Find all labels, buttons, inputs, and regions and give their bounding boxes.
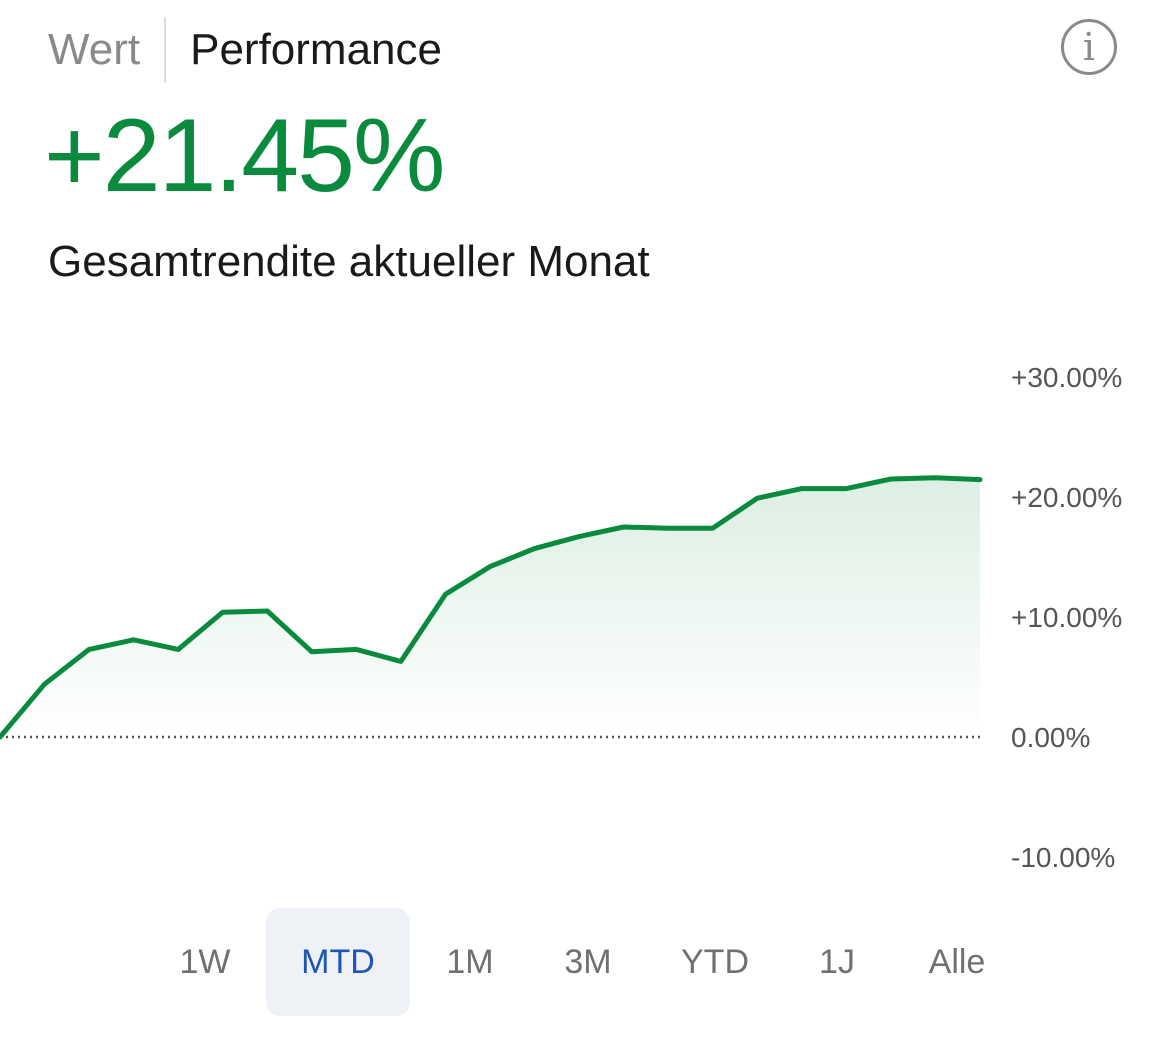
range-option-ytd[interactable]: YTD (681, 942, 749, 981)
data-point (131, 637, 137, 643)
info-icon-glyph: i (1082, 25, 1096, 69)
range-option-1w[interactable]: 1W (179, 942, 231, 981)
range-option-mtd[interactable]: MTD (266, 908, 410, 1016)
total-return-label: Gesamtrendite aktueller Monat (48, 237, 650, 286)
tab-wert[interactable]: Wert (48, 25, 141, 74)
data-point (888, 476, 894, 482)
data-point (264, 608, 270, 614)
range-option-1j[interactable]: 1J (819, 942, 855, 981)
data-point (977, 477, 983, 483)
data-point (754, 495, 760, 501)
data-point (665, 525, 671, 531)
data-point (621, 524, 627, 530)
y-tick-label: +30.00% (1011, 362, 1122, 393)
y-tick-label: +10.00% (1011, 602, 1122, 633)
tab-divider (164, 17, 167, 83)
data-point (442, 591, 448, 597)
data-point (532, 546, 538, 552)
range-selector: 1W MTD 1M 3M YTD 1J Alle (0, 908, 1170, 1018)
range-option-alle[interactable]: Alle (928, 942, 986, 981)
data-point (175, 646, 181, 652)
data-point (42, 681, 48, 687)
data-point (487, 564, 493, 570)
performance-chart: +30.00% +20.00% +10.00% 0.00% -10.00% (0, 362, 1122, 873)
data-point (710, 525, 716, 531)
performance-line (0, 475, 983, 740)
total-return-value: +21.45% (44, 98, 445, 214)
data-point (932, 475, 938, 481)
data-point (309, 649, 315, 655)
y-tick-label: 0.00% (1011, 722, 1090, 753)
data-point (799, 486, 805, 492)
data-point (398, 658, 404, 664)
data-point (86, 646, 92, 652)
info-icon[interactable]: i (1061, 19, 1117, 75)
y-tick-label: -10.00% (1011, 842, 1115, 873)
data-point (220, 609, 226, 615)
data-point (843, 486, 849, 492)
y-tick-label: +20.00% (1011, 482, 1122, 513)
range-option-3m[interactable]: 3M (564, 942, 612, 981)
view-tabs: Wert Performance (48, 16, 442, 84)
performance-area (0, 477, 980, 737)
range-option-1m[interactable]: 1M (446, 942, 494, 981)
data-point (353, 646, 359, 652)
tab-performance[interactable]: Performance (190, 25, 442, 74)
data-point (576, 534, 582, 540)
